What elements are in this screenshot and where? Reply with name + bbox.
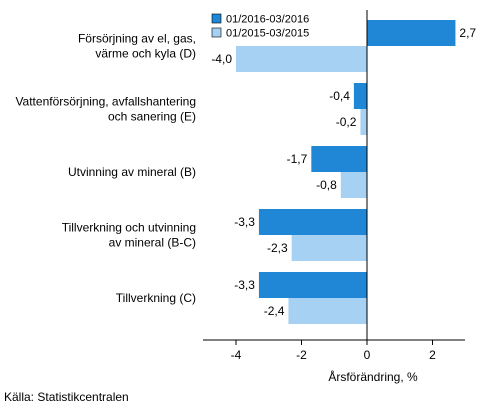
bar-series2-3: [291, 235, 367, 261]
x-axis-title: Årsförändring, %: [328, 369, 418, 384]
bar-series1-1: [353, 83, 367, 109]
bar-series2-1: [360, 109, 367, 135]
bar-series2-4: [288, 298, 367, 324]
data-label: 2,7: [459, 26, 476, 40]
x-tick-label: 0: [364, 348, 371, 362]
bar-series1-0: [367, 20, 456, 46]
data-label: -0,2: [336, 115, 357, 129]
category-label: Utvinning av mineral (B): [68, 165, 196, 179]
data-label: -1,7: [287, 152, 308, 166]
legend-swatch: [211, 27, 222, 38]
category-label: och sanering (E): [108, 110, 196, 124]
bar-series2-0: [236, 46, 367, 72]
x-tick-label: -2: [296, 348, 307, 362]
data-label: -3,3: [234, 215, 255, 229]
data-label: -2,3: [267, 241, 288, 255]
category-label: värme och kyla (D): [95, 47, 196, 61]
bar-series1-2: [311, 146, 367, 172]
data-label: -0,8: [316, 178, 337, 192]
category-label: Vattenförsörjning, avfallshantering: [15, 95, 196, 109]
bar-series2-2: [340, 172, 367, 198]
legend-label: 01/2016-03/2016: [226, 14, 309, 26]
source-note: Källa: Statistikcentralen: [4, 390, 129, 404]
data-label: -2,4: [264, 304, 285, 318]
category-label: av mineral (B-C): [109, 236, 196, 250]
data-label: -0,4: [329, 89, 350, 103]
x-tick-label: -4: [231, 348, 242, 362]
category-label: Tillverkning (C): [116, 291, 196, 305]
category-label: Tillverkning och utvinning: [62, 221, 196, 235]
legend-swatch: [211, 13, 222, 24]
category-label: Försörjning av el, gas,: [78, 32, 196, 46]
data-label: -3,3: [234, 278, 255, 292]
x-tick-label: 2: [429, 348, 436, 362]
bar-series1-4: [258, 272, 367, 298]
data-label: -4,0: [211, 52, 232, 66]
legend-label: 01/2015-03/2015: [226, 28, 309, 40]
bar-series1-3: [258, 209, 367, 235]
